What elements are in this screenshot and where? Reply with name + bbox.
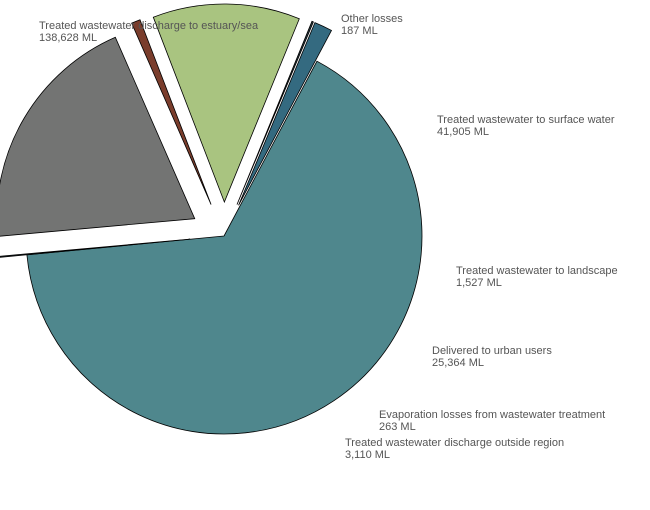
slice-label-other-losses: Other losses <box>341 13 403 25</box>
slice-label-evaporation-losses-from-wastewater-treatment: Evaporation losses from wastewater treat… <box>379 409 605 421</box>
pie-labels: Treated wastewater discharge to estuary/… <box>39 13 618 461</box>
pie-slice-treated-wastewater-discharge-outside-region <box>238 22 333 206</box>
pie-slice-treated-wastewater-to-landscape <box>131 19 212 205</box>
slice-label-treated-wastewater-to-surface-water: Treated wastewater to surface water <box>437 114 615 126</box>
slice-value-treated-wastewater-to-surface-water: 41,905 ML <box>437 126 489 138</box>
slice-label-treated-wastewater-discharge-to-estuary-sea: Treated wastewater discharge to estuary/… <box>39 20 259 32</box>
slice-value-delivered-to-urban-users: 25,364 ML <box>432 357 484 369</box>
pie-slice-evaporation-losses-from-wastewater-treatment <box>236 20 314 205</box>
pie-slice-other-losses <box>0 238 191 258</box>
pie-slice-treated-wastewater-discharge-to-estuary-sea <box>26 60 423 435</box>
slice-value-treated-wastewater-discharge-outside-region: 3,110 ML <box>345 449 390 461</box>
pie-slice-delivered-to-urban-users <box>152 3 300 204</box>
slice-label-treated-wastewater-to-landscape: Treated wastewater to landscape <box>456 265 618 277</box>
slice-value-other-losses: 187 ML <box>341 25 378 37</box>
slice-label-delivered-to-urban-users: Delivered to urban users <box>432 345 552 357</box>
slice-value-treated-wastewater-to-landscape: 1,527 ML <box>456 277 502 289</box>
slice-value-treated-wastewater-discharge-to-estuary-sea: 138,628 ML <box>39 32 97 44</box>
slice-label-treated-wastewater-discharge-outside-region: Treated wastewater discharge outside reg… <box>345 437 564 449</box>
pie-slice-treated-wastewater-to-surface-water <box>0 36 196 237</box>
slice-value-evaporation-losses-from-wastewater-treatment: 263 ML <box>379 421 416 433</box>
pie-slices <box>0 3 423 435</box>
